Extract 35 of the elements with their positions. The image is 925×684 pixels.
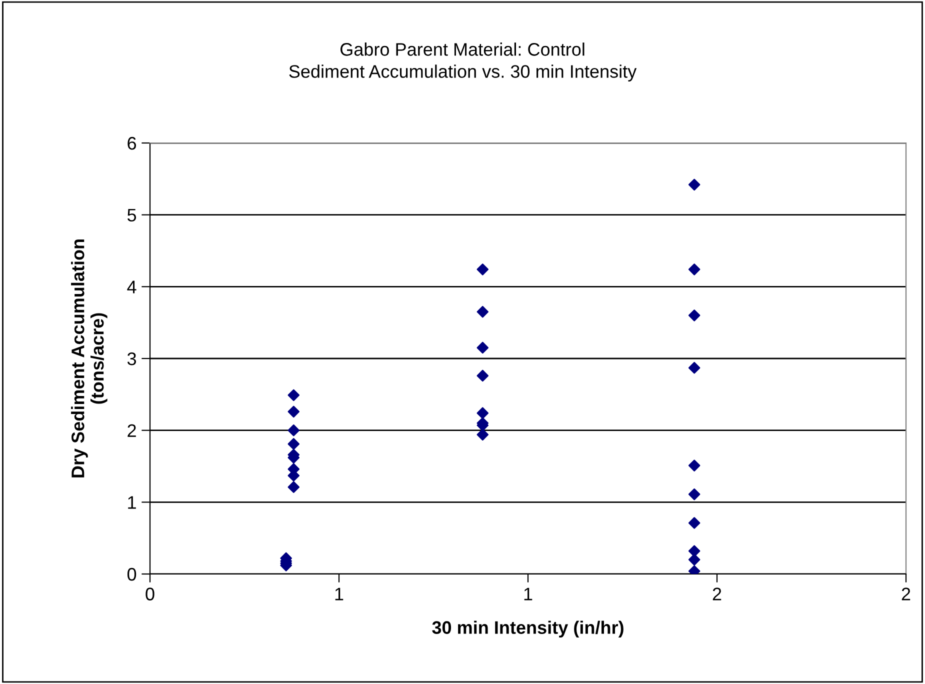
y-tick-label: 4 bbox=[127, 280, 136, 294]
point bbox=[688, 264, 700, 276]
point bbox=[688, 545, 700, 557]
point bbox=[688, 460, 700, 472]
x-tick-label: 1 bbox=[335, 588, 344, 600]
point bbox=[688, 362, 700, 374]
chart-title: Gabro Parent Material: Control Sediment Accumulation vs. 30 min Intensity bbox=[289, 42, 637, 82]
point bbox=[288, 406, 300, 418]
point bbox=[288, 481, 300, 493]
point bbox=[288, 424, 300, 436]
y-tick-label: 5 bbox=[127, 208, 136, 222]
y-axis-title: Dry Sediment Accumulation (tons/acre) bbox=[71, 240, 108, 478]
point bbox=[688, 178, 700, 191]
x-tick-label: 0 bbox=[146, 588, 154, 600]
point bbox=[688, 310, 700, 322]
x-axis-title: 30 min Intensity (in/hr) bbox=[432, 620, 624, 638]
point bbox=[476, 264, 489, 276]
point bbox=[476, 306, 489, 318]
y-tick-label: 3 bbox=[127, 352, 136, 366]
x-tick-label: 1 bbox=[524, 588, 532, 600]
y-tick-label: 1 bbox=[128, 496, 136, 509]
point bbox=[288, 389, 300, 402]
y-tick-label: 0 bbox=[127, 568, 136, 581]
point bbox=[476, 428, 489, 441]
x-tick-label: 2 bbox=[902, 588, 910, 600]
point bbox=[476, 370, 489, 382]
point bbox=[476, 342, 489, 354]
point bbox=[476, 407, 489, 419]
point bbox=[688, 517, 700, 529]
point bbox=[688, 554, 700, 566]
y-tick-label: 6 bbox=[128, 136, 136, 150]
point bbox=[288, 438, 300, 450]
y-tick-label: 2 bbox=[128, 424, 136, 437]
point bbox=[688, 488, 700, 500]
x-tick-label: 2 bbox=[712, 588, 722, 600]
